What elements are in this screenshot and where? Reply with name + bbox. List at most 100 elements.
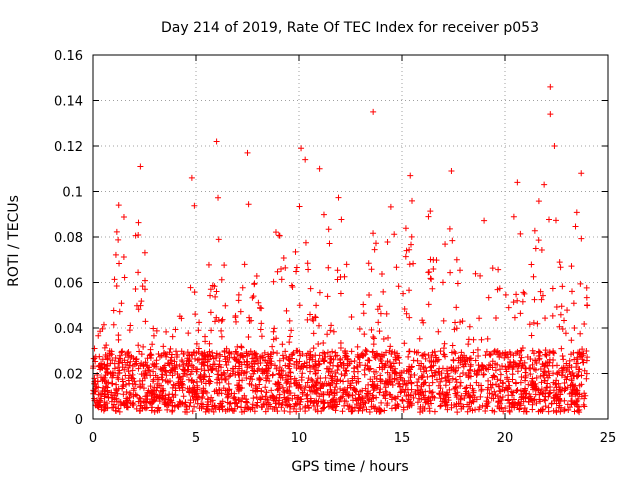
data-point (209, 282, 216, 289)
data-point (472, 406, 479, 413)
data-point (473, 372, 480, 379)
data-point (509, 392, 516, 399)
data-point (485, 361, 492, 368)
data-point (142, 277, 149, 284)
data-point (542, 403, 549, 410)
data-point (150, 325, 157, 332)
data-point (160, 350, 167, 357)
data-point (514, 179, 521, 186)
data-point (467, 361, 474, 368)
data-point (571, 325, 578, 332)
y-tick-label: 0.04 (54, 322, 83, 337)
data-point (431, 394, 438, 401)
data-point (221, 262, 228, 269)
data-point (286, 353, 293, 360)
data-point (168, 367, 175, 374)
data-point (200, 390, 207, 397)
data-point (259, 394, 266, 401)
data-point (445, 373, 452, 380)
data-point (338, 216, 345, 223)
data-point (573, 209, 580, 216)
data-point (115, 236, 122, 243)
data-point (383, 389, 390, 396)
data-point (272, 229, 279, 236)
data-point (415, 375, 422, 382)
data-point (297, 405, 304, 412)
data-point (397, 375, 404, 382)
data-point (545, 408, 552, 415)
data-point (348, 408, 355, 415)
data-point (331, 373, 338, 380)
data-point (207, 398, 214, 405)
data-point (307, 311, 313, 318)
data-point (572, 223, 579, 230)
data-point (521, 290, 528, 297)
data-point (406, 261, 413, 268)
data-point (156, 398, 163, 405)
data-point (313, 397, 320, 404)
data-point (462, 390, 469, 397)
data-point (513, 388, 520, 395)
data-point (234, 350, 241, 357)
y-tick-label: 0.14 (54, 95, 83, 110)
data-point (569, 369, 576, 376)
data-point (162, 395, 169, 402)
data-point (467, 373, 474, 380)
data-point (542, 315, 549, 322)
data-point (561, 397, 568, 404)
data-point (356, 359, 363, 366)
data-point (387, 362, 394, 369)
data-point (437, 402, 444, 409)
data-point (296, 302, 303, 309)
data-point (568, 288, 575, 295)
data-point (356, 325, 363, 332)
data-point (215, 194, 222, 201)
data-point (390, 360, 397, 367)
data-point (236, 377, 243, 384)
data-point (387, 343, 394, 350)
data-point (274, 350, 281, 357)
data-point (185, 357, 192, 364)
data-point (135, 365, 142, 372)
data-point (204, 395, 211, 402)
data-point (320, 211, 327, 218)
data-point (499, 379, 506, 386)
data-point (550, 350, 557, 357)
data-point (294, 396, 301, 403)
data-point (207, 309, 214, 316)
data-point (316, 352, 323, 359)
data-point (522, 377, 529, 384)
data-point (279, 341, 286, 348)
data-point (253, 394, 260, 401)
data-point (208, 327, 215, 334)
data-point (143, 371, 150, 378)
data-point (342, 350, 349, 357)
data-point (95, 363, 102, 370)
data-point (459, 318, 466, 325)
data-point (261, 349, 268, 356)
data-point (360, 301, 367, 308)
data-point (535, 408, 542, 415)
data-point (345, 378, 352, 385)
data-point (512, 379, 519, 386)
data-point (332, 407, 339, 414)
data-point (303, 362, 310, 369)
data-point (331, 402, 338, 409)
data-point (537, 389, 544, 396)
data-point (406, 314, 413, 321)
data-point (564, 401, 571, 408)
data-point (483, 348, 490, 355)
data-point (571, 400, 578, 407)
data-point (132, 381, 139, 388)
data-point (234, 343, 241, 350)
data-point (278, 367, 285, 374)
data-point (509, 399, 516, 406)
data-point (414, 382, 421, 389)
data-point (391, 231, 398, 238)
data-point (113, 283, 120, 290)
data-point (209, 365, 216, 372)
data-point (393, 264, 400, 271)
data-point (501, 387, 508, 394)
data-point (427, 256, 434, 263)
data-point (429, 379, 436, 386)
